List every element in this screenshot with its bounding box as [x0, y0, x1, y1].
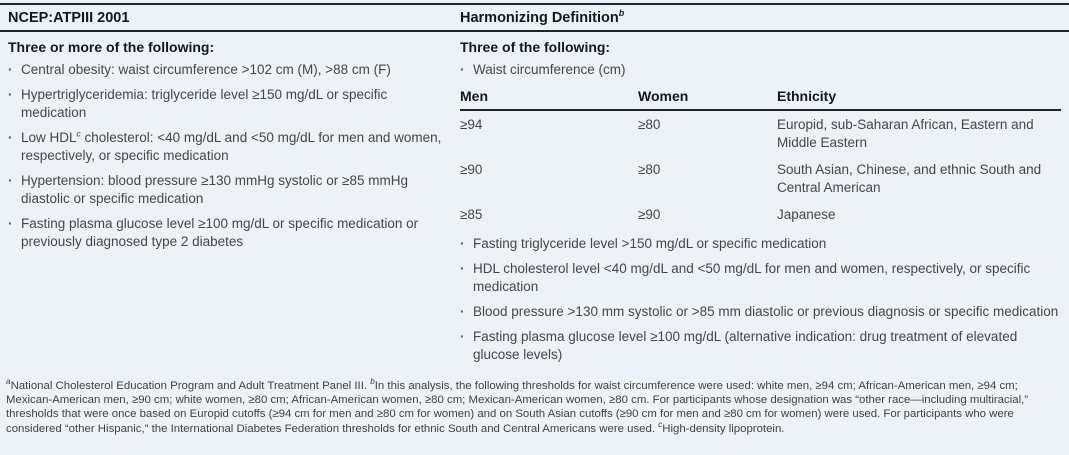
table-row: ≥90 ≥80 South Asian, Chinese, and ethnic…: [460, 156, 1061, 201]
footnote-marker-b: b: [618, 8, 625, 19]
waist-threshold-subtable: Men Women Ethnicity ≥94 ≥80 Europid, sub…: [460, 86, 1061, 228]
footnote-a-marker: a: [6, 377, 11, 387]
ethnicity-value: South Asian, Chinese, and ethnic South a…: [777, 162, 1042, 195]
harmonizing-intro: Three of the following:: [460, 39, 611, 55]
criterion-low-hdl: Low HDLc cholesterol: <40 mg/dL and <50 …: [21, 129, 446, 165]
column-harmonizing-criteria: Three of the following: · Waist circumfe…: [452, 32, 1069, 371]
ethnicity-value: Europid, sub-Saharan African, Eastern an…: [777, 117, 1034, 150]
footnote-marker-c: c: [76, 128, 81, 139]
list-item: · Fasting plasma glucose level ≥100 mg/d…: [460, 328, 1061, 364]
criterion-low-hdl-pre: Low HDL: [21, 130, 77, 145]
list-item: · Waist circumference (cm): [460, 61, 1061, 79]
footnote-b-marker: b: [370, 377, 375, 387]
header-harmonizing-definition: Harmonizing Definitionb: [452, 5, 1069, 30]
list-item: · Central obesity: waist circumference >…: [8, 61, 446, 79]
men-threshold: ≥90: [460, 162, 483, 177]
list-item: · Fasting plasma glucose level ≥100 mg/d…: [8, 215, 446, 251]
men-threshold: ≥94: [460, 117, 483, 132]
criterion-low-hdl-post: cholesterol: <40 mg/dL and <50 mg/dL for…: [21, 130, 442, 163]
footnote-b-text: In this analysis, the following threshol…: [6, 380, 1029, 435]
criterion-fasting-plasma-glucose: Fasting plasma glucose level ≥100 mg/dL …: [473, 329, 1018, 362]
criterion-hypertriglyceridemia: Hypertriglyceridemia: triglyceride level…: [21, 87, 388, 120]
subtable-header-row: Men Women Ethnicity: [460, 86, 1061, 111]
table-row: ≥85 ≥90 Japanese: [460, 201, 1061, 228]
header-ncep-atpiii: NCEP:ATPIII 2001: [0, 5, 452, 30]
column-header-men: Men: [460, 88, 488, 104]
column-header-women: Women: [638, 88, 689, 104]
women-threshold: ≥90: [638, 207, 661, 222]
bullet-icon: ·: [8, 62, 13, 77]
criterion-central-obesity: Central obesity: waist circumference >10…: [21, 62, 391, 77]
column-header-ethnicity: Ethnicity: [777, 88, 837, 104]
criterion-fasting-triglyceride: Fasting triglyceride level >150 mg/dL or…: [473, 236, 827, 251]
footnote-a-text: National Cholesterol Education Program a…: [10, 380, 371, 392]
header-ncep-label: NCEP:ATPIII 2001: [8, 10, 130, 26]
women-threshold: ≥80: [638, 162, 661, 177]
table-header-row: NCEP:ATPIII 2001 Harmonizing Definitionb: [0, 3, 1069, 32]
header-harmonizing-label: Harmonizing Definition: [460, 10, 619, 26]
bullet-icon: ·: [8, 87, 13, 102]
table-row: ≥94 ≥80 Europid, sub-Saharan African, Ea…: [460, 111, 1061, 156]
women-threshold: ≥80: [638, 117, 661, 132]
criterion-waist-circumference: Waist circumference (cm): [473, 62, 626, 77]
column-ncep-criteria: Three or more of the following: · Centra…: [0, 32, 452, 258]
list-item: · HDL cholesterol level <40 mg/dL and <5…: [460, 260, 1061, 296]
criterion-blood-pressure: Blood pressure >130 mm systolic or >85 m…: [473, 304, 1059, 319]
list-item: · Hypertension: blood pressure ≥130 mmHg…: [8, 172, 446, 208]
footnote-c-marker: c: [658, 419, 663, 429]
bullet-icon: ·: [460, 236, 465, 251]
ethnicity-value: Japanese: [777, 207, 836, 222]
men-threshold: ≥85: [460, 207, 483, 222]
bullet-icon: ·: [460, 304, 465, 319]
list-item: · Hypertriglyceridemia: triglyceride lev…: [8, 86, 446, 122]
criterion-hypertension: Hypertension: blood pressure ≥130 mmHg s…: [21, 173, 408, 206]
bullet-icon: ·: [460, 329, 465, 344]
criterion-fasting-glucose: Fasting plasma glucose level ≥100 mg/dL …: [21, 216, 419, 249]
list-item: · Low HDLc cholesterol: <40 mg/dL and <5…: [8, 129, 446, 165]
ncep-intro: Three or more of the following:: [8, 39, 215, 55]
bullet-icon: ·: [8, 130, 13, 145]
list-item: · Fasting triglyceride level >150 mg/dL …: [460, 235, 1061, 253]
list-item: · Blood pressure >130 mm systolic or >85…: [460, 303, 1061, 321]
bullet-icon: ·: [8, 216, 13, 231]
bullet-icon: ·: [8, 173, 13, 188]
table-body: Three or more of the following: · Centra…: [0, 32, 1069, 371]
criterion-hdl-cholesterol: HDL cholesterol level <40 mg/dL and <50 …: [473, 261, 1031, 294]
bullet-icon: ·: [460, 62, 465, 77]
footnotes: aNational Cholesterol Education Program …: [0, 371, 1069, 436]
bullet-icon: ·: [460, 261, 465, 276]
footnote-c-text: High-density lipoprotein.: [662, 422, 785, 435]
